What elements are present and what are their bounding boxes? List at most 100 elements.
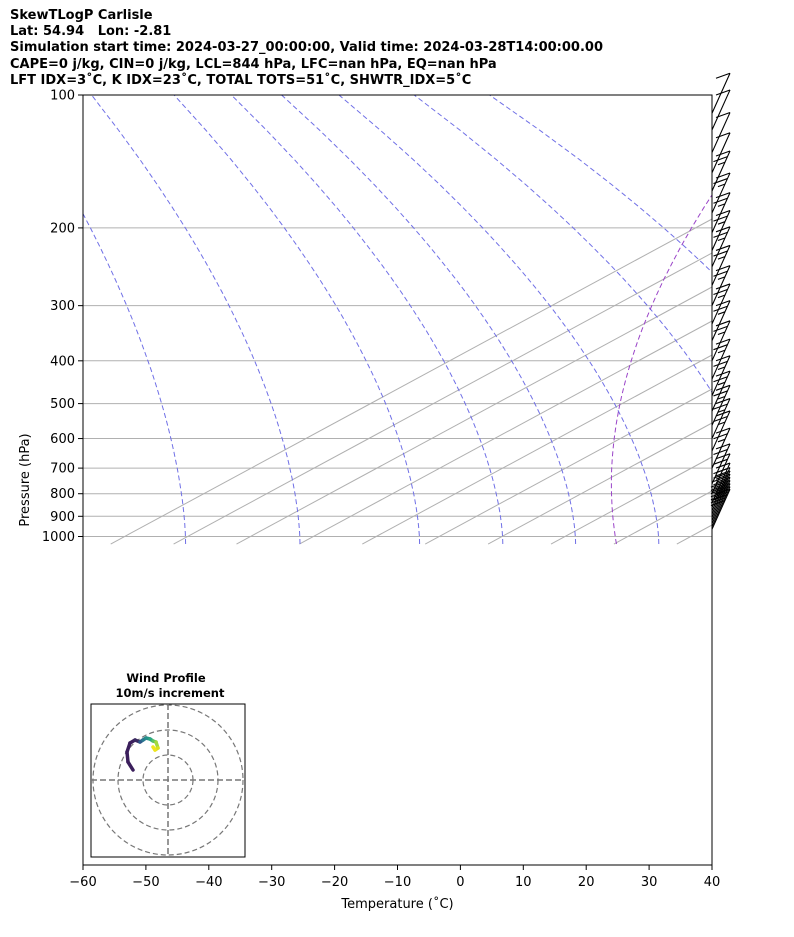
y-tick-label: 700 [50,462,75,477]
isotherm-line [424,388,712,545]
barb-flag [713,215,728,222]
inset-title: Wind Profile [126,671,206,685]
y-tick-label: 500 [50,397,75,412]
x-tick-label: 40 [704,875,721,890]
header-indices: LFT IDX=3˚C, K IDX=23˚C, TOTAL TOTS=51˚C… [10,72,472,88]
barb-flag [713,376,728,383]
barb-staff [711,338,731,380]
isotherm-line [613,490,712,545]
inset-subtitle: 10m/s increment [116,686,225,700]
barb-flag [713,250,728,257]
y-tick-label: 200 [50,221,75,236]
barb-staff [711,462,731,504]
barb-flag [715,89,731,96]
y-tick-label: 1000 [42,530,75,545]
barb-flag [715,443,731,450]
barb-staff [711,385,731,426]
barb-staff [711,477,731,518]
barb-flag [713,360,728,367]
y-axis-label: Pressure (hPa) [18,433,33,526]
barb-half-flag [717,237,726,242]
barb-staff [711,486,731,527]
wind-barb [711,112,731,153]
y-tick-label: 900 [50,510,75,525]
barb-half-flag [717,256,726,260]
barb-flag [715,370,731,377]
mixing-ratio-line [338,95,660,545]
barb-staff [711,320,731,362]
wind-barb [711,226,731,268]
barb-flag [713,448,728,455]
barb-flag [713,344,728,351]
barb-staff [711,410,731,452]
wind-barb [711,427,731,469]
barb-staff [711,467,731,508]
wind-barb [711,320,731,362]
barb-half-flag [717,294,726,299]
mixing-ratio-line [489,95,712,273]
barb-half-flag [717,331,726,336]
header-stability: CAPE=0 j/kg, CIN=0 j/kg, LCL=844 hPa, LF… [10,56,497,72]
barb-flag [715,453,731,460]
wind-barb [711,172,731,214]
wind-barb [711,370,731,412]
barb-staff [711,192,731,233]
barb-staff [711,132,731,173]
barb-flag [715,150,731,157]
hodograph-segment [151,745,157,752]
barb-half-flag [717,311,726,315]
barb-half-flag [717,183,726,188]
x-tick-label: 20 [578,875,595,890]
barb-half-flag [717,409,726,413]
barb-flag [715,265,731,272]
barb-staff [711,489,731,530]
barb-flag [715,355,731,362]
x-axis-label: Temperature (˚C) [340,896,453,912]
mixing-ratio-line [231,95,504,545]
chart-header: SkewTLogP Carlisle Lat: 54.94 Lon: -2.81… [10,8,790,89]
barb-flag [713,270,728,277]
barb-staff [711,483,731,524]
barb-flag [713,305,728,312]
barb-staff [711,370,731,412]
barb-half-flag [717,221,726,225]
x-tick-label: 30 [641,875,658,890]
wind-barb [711,209,731,251]
barb-flag [715,244,731,251]
barb-staff [711,150,731,192]
wind-barb [711,244,731,286]
barb-staff [711,112,731,153]
wind-barb [711,150,731,192]
header-title: SkewTLogP Carlisle [10,8,153,23]
wind-barb [711,89,731,131]
barb-flag [715,283,731,290]
mixing-ratio-line [83,212,187,545]
barb-flag [715,132,731,139]
barb-half-flag [717,366,726,370]
x-tick-label: 0 [456,875,464,890]
barb-staff [711,473,731,515]
barb-half-flag [717,276,726,280]
wind-profile-inset: Wind Profile 10m/s increment [90,671,246,858]
x-tick-label: −30 [258,875,285,890]
barb-flag [713,197,728,204]
barb-flag [715,338,731,345]
barb-flag [715,226,731,233]
barb-half-flag [717,438,726,443]
x-tick-label: −20 [321,875,348,890]
barb-flag [713,289,728,296]
header-location: Lat: 54.94 Lon: -2.81 [10,24,172,40]
barb-staff [711,89,731,131]
barb-flag [715,192,731,199]
wind-barb [711,192,731,233]
barb-half-flag [717,381,726,386]
wind-barb [711,132,731,173]
x-tick-label: −10 [384,875,411,890]
background-lines [83,95,712,545]
y-tick-label: 800 [50,487,75,502]
isotherm-line [487,422,712,545]
barb-staff [711,210,731,251]
wind-barb [711,300,731,341]
x-tick-label: −60 [69,875,96,890]
